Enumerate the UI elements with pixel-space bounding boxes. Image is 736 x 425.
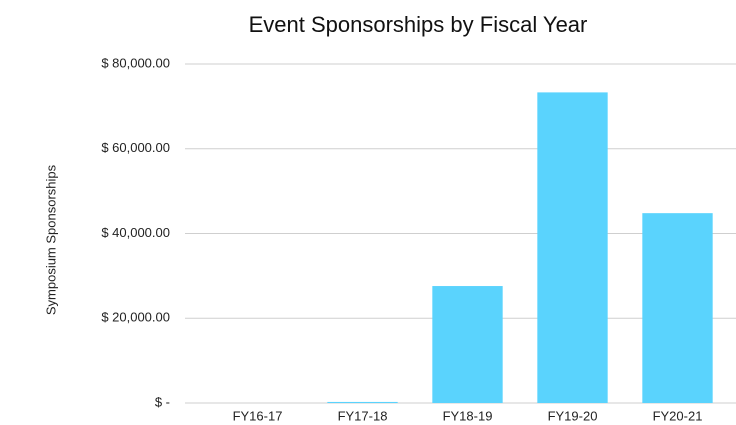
x-tick-label: FY19-20 [548, 408, 598, 423]
y-tick-label: $ 40,000.00 [101, 225, 170, 240]
y-tick-label: $ 80,000.00 [101, 55, 170, 70]
y-tick-label: $ 20,000.00 [101, 310, 170, 325]
x-tick-label: FY20-21 [653, 408, 703, 423]
y-axis-label: Symposium Sponsorships [43, 164, 58, 315]
bar [432, 286, 503, 403]
y-tick-label: $ 60,000.00 [101, 140, 170, 155]
x-tick-label: FY18-19 [443, 408, 493, 423]
x-tick-label: FY17-18 [338, 408, 388, 423]
bar [537, 92, 608, 404]
bar [327, 401, 398, 403]
x-tick-label: FY16-17 [233, 408, 283, 423]
y-tick-label: $ - [155, 394, 170, 409]
chart-title: Event Sponsorships by Fiscal Year [249, 12, 588, 37]
bar [642, 213, 713, 403]
